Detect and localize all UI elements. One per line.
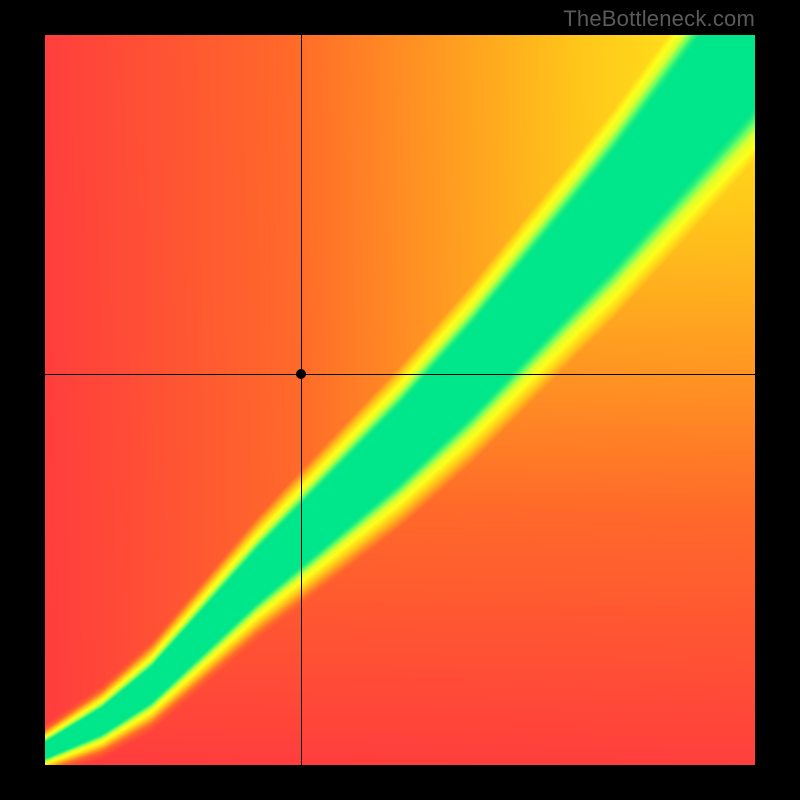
bottleneck-heatmap bbox=[45, 35, 755, 765]
crosshair-vertical bbox=[301, 35, 302, 765]
heatmap-canvas bbox=[45, 35, 755, 765]
watermark-text: TheBottleneck.com bbox=[563, 6, 755, 32]
marker-dot bbox=[296, 369, 306, 379]
crosshair-horizontal bbox=[45, 374, 755, 375]
